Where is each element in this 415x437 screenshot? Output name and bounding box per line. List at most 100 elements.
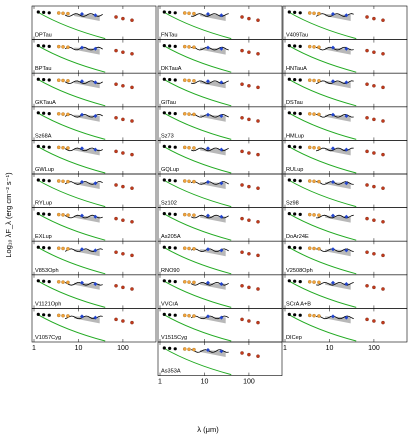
photometry-point	[293, 313, 297, 317]
photometry-point	[162, 144, 166, 148]
photometry-point	[287, 245, 291, 249]
photometry-point	[330, 180, 335, 184]
model-band	[74, 282, 100, 290]
panel-label: RNO90	[161, 268, 180, 274]
panel-label: As353A	[161, 369, 181, 375]
photometry-point	[114, 216, 118, 221]
sed-panel: RULup	[282, 140, 408, 175]
photosphere-curve	[288, 78, 357, 107]
photometry-point	[173, 179, 177, 183]
photometry-point	[36, 312, 40, 316]
photometry-point	[365, 149, 369, 154]
photometry-point	[240, 183, 244, 187]
photometry-point	[192, 280, 196, 285]
photometry-point	[61, 11, 65, 16]
photometry-point	[192, 146, 196, 150]
model-band	[325, 182, 351, 189]
axes-layer: 1 10 100 1 10 100 1 10 100 λ (μm) Log₁₀ λF_λ (erg …	[4, 172, 380, 434]
sed-panel: BPTau	[31, 39, 157, 74]
photometry-point	[187, 112, 191, 116]
photosphere-curve	[37, 78, 106, 107]
photometry-point	[187, 145, 191, 150]
sed-panel: Sz73	[157, 106, 283, 141]
panel-label: BPTau	[35, 66, 51, 72]
photometry-point	[247, 319, 251, 323]
photometry-point	[240, 149, 244, 154]
photometry-point	[205, 280, 210, 285]
spectrum-line	[316, 181, 354, 185]
photometry-point	[121, 84, 125, 88]
y-axis-title: Log₁₀ λF_λ (erg cm⁻² s⁻¹)	[4, 172, 13, 258]
photometry-point	[317, 247, 321, 251]
photometry-point	[240, 351, 244, 355]
photometry-point	[381, 287, 385, 291]
photometry-point	[344, 147, 349, 152]
photometry-point	[114, 15, 118, 19]
photosphere-curve	[37, 313, 106, 342]
photometry-point	[182, 145, 187, 150]
photometry-point	[192, 179, 196, 184]
photometry-point	[121, 285, 125, 290]
photometry-point	[256, 320, 260, 325]
photometry-point	[365, 15, 369, 19]
photometry-point	[287, 111, 291, 115]
x-tick-label: 10	[201, 379, 209, 386]
spectrum-line	[64, 46, 103, 51]
sed-panel: V853Oph	[31, 240, 157, 276]
photometry-point	[298, 11, 302, 15]
sed-panel: V1057Cyg	[31, 308, 157, 343]
photometry-point	[182, 347, 187, 351]
photometry-point	[293, 279, 297, 283]
photometry-point	[372, 151, 376, 155]
photosphere-curve	[37, 246, 106, 275]
panel-label: As205A	[161, 234, 181, 240]
photosphere-curve	[37, 145, 106, 174]
photometry-point	[168, 212, 172, 216]
photometry-point	[298, 44, 302, 49]
photometry-point	[168, 279, 172, 283]
photometry-point	[298, 280, 302, 284]
photometry-point	[130, 320, 134, 325]
photosphere-curve	[288, 213, 357, 241]
photometry-point	[307, 179, 312, 183]
photometry-point	[114, 250, 118, 254]
photometry-point	[256, 152, 260, 157]
photometry-point	[42, 246, 46, 250]
photometry-point	[307, 11, 312, 15]
photometry-point	[121, 117, 125, 122]
photometry-point	[66, 280, 70, 285]
x-tick-label: 100	[368, 345, 380, 352]
photometry-point	[93, 46, 98, 51]
photometry-point	[162, 44, 166, 48]
panel-label: DoAr24E	[286, 234, 309, 240]
photometry-point	[365, 82, 369, 86]
photometry-point	[330, 146, 335, 151]
photosphere-curve	[163, 11, 232, 40]
photometry-point	[372, 84, 376, 88]
photometry-point	[240, 216, 244, 221]
photometry-point	[47, 145, 51, 149]
photometry-point	[247, 252, 251, 256]
photometry-point	[381, 186, 385, 190]
photometry-point	[365, 183, 369, 187]
photometry-point	[219, 46, 224, 51]
model-band	[74, 215, 100, 223]
panel-label: V1515Cyg	[161, 335, 187, 341]
panel-frame	[282, 308, 408, 343]
photometry-point	[219, 181, 224, 186]
panel-frame	[31, 308, 157, 343]
photometry-point	[187, 45, 191, 49]
photometry-point	[240, 284, 244, 288]
sed-panel: V1515Cyg	[157, 308, 283, 343]
photometry-point	[173, 112, 177, 116]
photometry-point	[47, 44, 51, 49]
photometry-point	[42, 145, 46, 149]
photometry-point	[298, 145, 302, 149]
photometry-point	[61, 280, 65, 284]
sed-panel: GITau	[157, 72, 283, 108]
photometry-point	[168, 178, 172, 182]
photometry-point	[247, 285, 251, 290]
photometry-point	[187, 347, 191, 352]
panel-frame	[157, 341, 283, 376]
photometry-point	[36, 144, 40, 148]
